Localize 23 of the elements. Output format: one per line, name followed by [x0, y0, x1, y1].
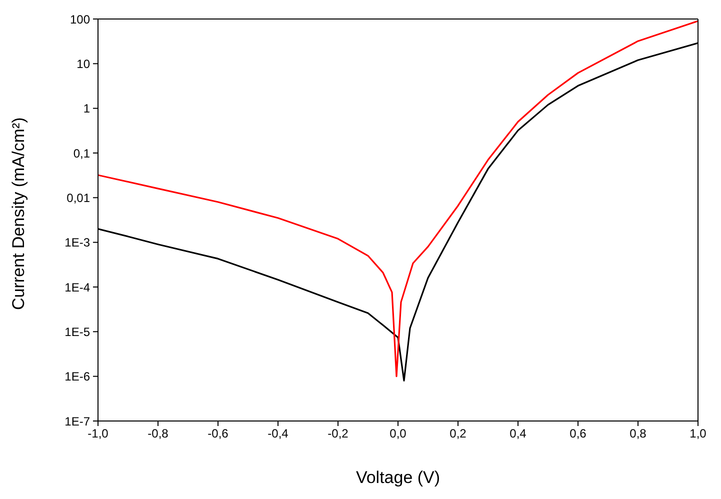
x-tick-label: -0,4 — [268, 426, 289, 441]
x-tick-label: 0,4 — [510, 426, 527, 441]
y-tick-label: 1E-4 — [64, 280, 90, 294]
y-tick-label: 10 — [76, 56, 90, 71]
y-tick-label: 100 — [70, 12, 90, 26]
x-tick-label: 0,8 — [630, 426, 647, 441]
x-tick-label: 0,2 — [450, 426, 467, 441]
x-tick-label: -1,0 — [88, 426, 109, 441]
x-tick-label: -0,6 — [208, 426, 229, 441]
x-axis-title: Voltage (V) — [356, 468, 440, 487]
y-tick-label: 1E-7 — [64, 414, 90, 428]
x-tick-label: 0,6 — [570, 426, 587, 441]
y-tick-label: 0,01 — [66, 190, 90, 205]
y-axis-title: Current Density (mA/cm²) — [9, 117, 28, 310]
x-tick-label: -0,2 — [328, 426, 349, 441]
y-tick-label: 1E-6 — [64, 370, 90, 384]
y-tick-label: 1E-3 — [64, 236, 90, 250]
x-tick-label: -0,8 — [148, 426, 169, 441]
x-tick-label: 1,0 — [690, 426, 707, 441]
y-tick-label: 1E-5 — [64, 324, 90, 339]
x-tick-label: 0,0 — [390, 426, 407, 441]
y-tick-label: 0,1 — [73, 146, 90, 160]
y-tick-label: 1 — [83, 102, 90, 116]
